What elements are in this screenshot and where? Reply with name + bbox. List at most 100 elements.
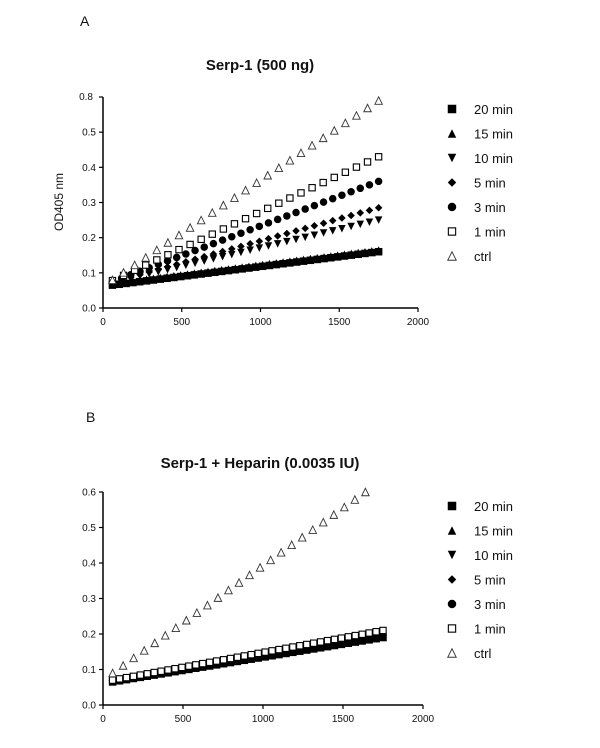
panel-a-point-1 bbox=[129, 277, 137, 285]
panel-a-point-6 bbox=[296, 148, 306, 158]
panel-a-point-5 bbox=[286, 194, 294, 202]
panel-a-point-2 bbox=[255, 244, 264, 252]
panel-b-title: Serp-1 + Heparin (0.0035 IU) bbox=[161, 455, 360, 472]
panel-b-point-5 bbox=[115, 675, 124, 683]
panel-a-point-1 bbox=[142, 275, 151, 283]
panel-a-point-6 bbox=[351, 110, 361, 120]
panel-b-point-5 bbox=[282, 644, 290, 652]
panel-a-point-4 bbox=[283, 212, 291, 220]
panel-a-point-1 bbox=[170, 271, 178, 280]
panel-a-point-4 bbox=[163, 257, 172, 265]
panel-a-point-4 bbox=[191, 246, 199, 255]
panel-a-point-1 bbox=[374, 246, 383, 254]
panel-a-point-3 bbox=[319, 219, 328, 227]
panel-a-point-4 bbox=[182, 250, 190, 258]
panel-b-point-5 bbox=[261, 648, 269, 656]
panel-a-point-2 bbox=[237, 248, 245, 257]
panel-a-point-6 bbox=[307, 140, 317, 150]
panel-b-point-5 bbox=[185, 662, 193, 670]
panel-a-point-4 bbox=[338, 191, 346, 199]
panel-a-point-1 bbox=[258, 260, 267, 269]
panel-b-point-5 bbox=[254, 649, 262, 658]
panel-a-point-6 bbox=[318, 133, 328, 143]
panel-a-point-6 bbox=[363, 103, 373, 113]
panel-a-legend-label-5: 1 min bbox=[474, 225, 506, 240]
panel-a-point-6 bbox=[274, 163, 284, 172]
panel-b-point-6 bbox=[150, 638, 160, 648]
panel-b-point-6 bbox=[266, 555, 276, 565]
panel-b-point-6 bbox=[139, 645, 149, 655]
panel-b-legend-label-0: 20 min bbox=[474, 499, 513, 514]
panel-b-point-5 bbox=[379, 626, 387, 635]
panel-a: A Serp-1 (500 ng) OD405 nm 0.8 0.0 0.1 0.2… bbox=[52, 13, 513, 328]
panel-a-point-1 bbox=[299, 255, 308, 264]
panel-a-point-2 bbox=[191, 259, 199, 268]
panel-a-point-3 bbox=[255, 237, 264, 245]
panel-b-point-6 bbox=[160, 630, 170, 640]
panel-b-point-5 bbox=[219, 656, 228, 664]
panel-a-point-5 bbox=[352, 163, 361, 171]
panel-a-point-2 bbox=[246, 246, 254, 255]
panel-a-legend-label-4: 3 min bbox=[474, 200, 506, 215]
panel-a-y-tick-label: 0.2 bbox=[82, 233, 96, 244]
panel-b-legend-marker-0 bbox=[447, 501, 457, 511]
panel-a-point-1 bbox=[354, 248, 362, 257]
panel-b-point-5 bbox=[372, 628, 380, 636]
panel-a-point-2 bbox=[273, 240, 282, 248]
panel-b-point-5 bbox=[205, 658, 214, 667]
panel-a-y-axis-title: OD405 nm bbox=[52, 173, 66, 231]
panel-b-y-tick-label: 0.5 bbox=[82, 523, 96, 534]
panel-a-point-4 bbox=[365, 181, 374, 189]
panel-a-point-2 bbox=[209, 255, 218, 263]
panel-a-y-top-label: 0.8 bbox=[79, 92, 93, 103]
panel-a-point-3 bbox=[218, 247, 227, 256]
panel-a-point-3 bbox=[182, 258, 190, 266]
panel-a-point-4 bbox=[246, 226, 254, 234]
panel-a-point-4 bbox=[209, 239, 218, 248]
panel-b-point-6 bbox=[329, 509, 339, 519]
panel-a-point-5 bbox=[241, 214, 250, 223]
panel-b-point-5 bbox=[268, 647, 276, 655]
panel-a-point-3 bbox=[283, 229, 291, 238]
panel-a-point-2 bbox=[301, 233, 309, 242]
panel-b-point-5 bbox=[192, 661, 200, 669]
panel-a-point-1 bbox=[197, 268, 205, 276]
panel-a-point-3 bbox=[237, 242, 245, 251]
panel-b-point-5 bbox=[303, 640, 311, 649]
panel-a-point-1 bbox=[224, 265, 233, 273]
panel-a-point-5 bbox=[308, 184, 316, 192]
panel-b-point-6 bbox=[108, 668, 118, 678]
panel-a-point-1 bbox=[245, 262, 253, 271]
panel-b-point-5 bbox=[365, 629, 373, 637]
panel-a-point-5 bbox=[175, 245, 183, 254]
panel-a-point-4 bbox=[328, 194, 337, 203]
panel-a-point-5 bbox=[330, 173, 338, 182]
panel-a-point-1 bbox=[292, 256, 301, 265]
panel-a-legend-label-6: ctrl bbox=[474, 249, 491, 264]
panel-a-point-5 bbox=[164, 251, 172, 259]
panel-a-point-2 bbox=[200, 257, 208, 265]
panel-a-y-tick-label: 0.5 bbox=[82, 128, 96, 139]
panel-a-point-2 bbox=[365, 218, 374, 226]
panel-a-legend-label-3: 5 min bbox=[474, 176, 506, 191]
panel-b-legend-marker-6 bbox=[447, 647, 457, 658]
panel-b-y-tick-label: 0.2 bbox=[82, 630, 96, 641]
panel-a-point-1 bbox=[176, 271, 185, 279]
panel-a-point-1 bbox=[190, 269, 199, 277]
panel-a-point-4 bbox=[347, 188, 355, 196]
panel-a-point-1 bbox=[340, 250, 349, 259]
panel-b-point-6 bbox=[245, 570, 255, 580]
panel-a-legend-label-2: 10 min bbox=[474, 151, 513, 166]
panel-b-legend-marker-1 bbox=[447, 526, 457, 535]
panel-a-point-6 bbox=[107, 275, 117, 285]
panel-a-point-3 bbox=[264, 234, 273, 243]
panel-b-point-5 bbox=[143, 670, 151, 678]
panel-a-point-5 bbox=[275, 199, 283, 207]
panel-a-legend-marker-2 bbox=[447, 153, 457, 163]
panel-a-point-5 bbox=[297, 189, 305, 197]
panel-a-point-4 bbox=[356, 184, 365, 193]
panel-a-point-3 bbox=[200, 252, 208, 261]
panel-a-point-2 bbox=[264, 242, 273, 250]
panel-b-point-5 bbox=[226, 654, 235, 663]
